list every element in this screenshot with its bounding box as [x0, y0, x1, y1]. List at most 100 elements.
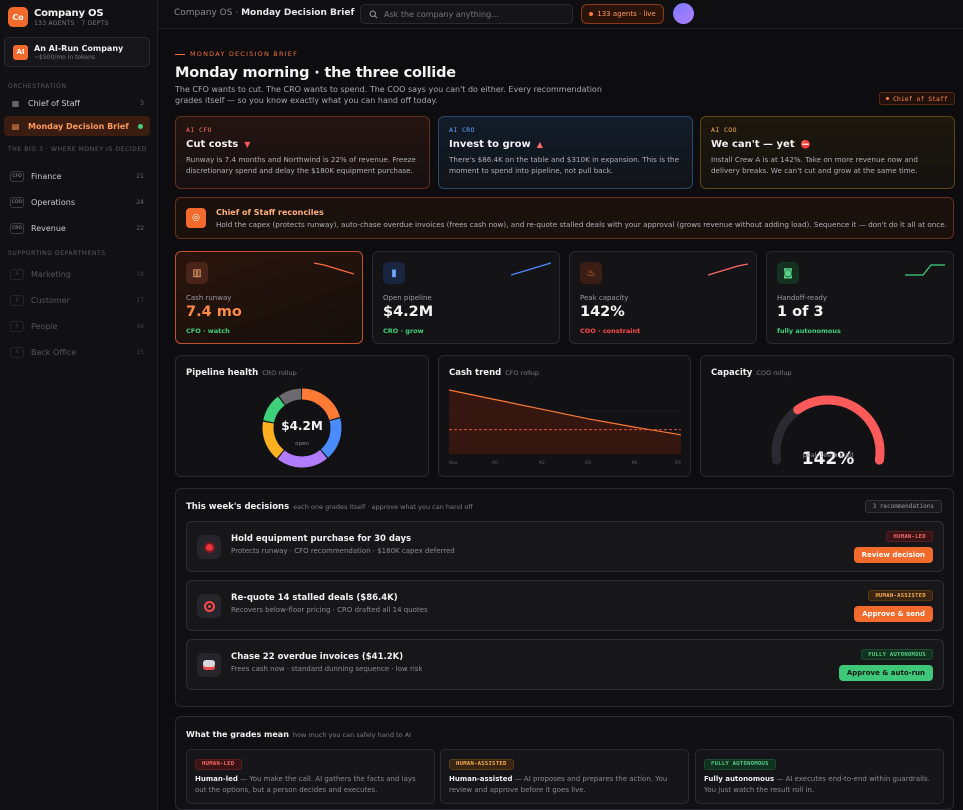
- approve-auto-run-button[interactable]: Approve & auto-run: [838, 665, 933, 681]
- grade-name: Human-led: [195, 774, 238, 783]
- brand-logo: Co: [8, 7, 28, 27]
- grade-name: Human-assisted: [449, 774, 513, 783]
- cro-tag: AI CRO: [449, 126, 475, 134]
- decisions-section: This week's decisions each one grades its…: [175, 488, 954, 707]
- sparkline-cash: [314, 262, 354, 275]
- approve-send-button[interactable]: Approve & send: [854, 606, 933, 622]
- sidebar-item-people[interactable]: S People 16: [4, 316, 150, 336]
- panel-subtitle: COO rollup: [756, 369, 792, 377]
- decision-row[interactable]: Chase 22 overdue invoices ($41.2K) Frees…: [186, 639, 944, 690]
- grade-card-human-assisted: HUMAN-ASSISTED Human-assisted — AI propo…: [440, 749, 689, 804]
- sidebar-item-marketing[interactable]: S Marketing 18: [4, 264, 150, 284]
- reconcile-body: Hold the capex (protects runway), auto-c…: [216, 219, 947, 229]
- x-tick-label: M5: [675, 460, 681, 465]
- sidebar-item-operations[interactable]: COO Operations 24: [4, 192, 150, 212]
- topbar: Company OS · Monday Decision Brief Ask t…: [158, 0, 963, 29]
- grade-badge: FULLY AUTONOMOUS: [704, 758, 776, 770]
- kpi-label: Open pipeline: [383, 294, 432, 302]
- review-decision-button[interactable]: Review decision: [853, 547, 933, 563]
- cro-title: Invest to grow: [449, 139, 531, 150]
- company-logo: AI: [13, 44, 28, 60]
- kpi-open-pipeline[interactable]: ▮ Open pipeline $4.2M CRO · grow: [372, 251, 560, 344]
- capacity-gauge: 142%: [771, 395, 885, 469]
- flame-icon: ♨: [580, 262, 602, 284]
- sparkline-pipeline: [511, 262, 551, 276]
- target-icon: [197, 594, 221, 618]
- section-support: SUPPORTING DEPARTMENTS: [8, 250, 106, 257]
- breadcrumb-root[interactable]: Company OS ·: [174, 8, 242, 18]
- dept-badge-icon: S: [10, 268, 24, 280]
- decision-title: Chase 22 overdue invoices ($41.2K): [231, 652, 404, 662]
- kpi-value: 7.4 mo: [186, 304, 242, 320]
- company-switcher[interactable]: AI An AI-Run Company ~$500/mo in tokens: [4, 37, 150, 67]
- compass-icon: ◎: [186, 208, 206, 228]
- decisions-count-badge: 3 recommendations: [864, 500, 942, 513]
- page-intro: The CFO wants to cut. The CRO wants to s…: [175, 85, 602, 105]
- reconcile-banner[interactable]: ◎ Chief of Staff reconciles Hold the cap…: [175, 197, 954, 239]
- no-entry-icon: ⛔: [800, 140, 811, 149]
- decision-title: Re-quote 14 stalled deals ($86.4K): [231, 593, 398, 603]
- sparkline-capacity: [708, 263, 748, 276]
- panel-subtitle: CFO rollup: [505, 369, 540, 377]
- down-arrow-icon: ▼: [244, 140, 251, 149]
- cro-card[interactable]: AI CRO Invest to grow ▲ There's $86.4K on…: [438, 116, 693, 189]
- cash-area: [449, 390, 681, 454]
- kpi-value: $4.2M: [383, 304, 434, 320]
- x-tick-label: Now: [449, 460, 458, 465]
- kpi-value: 142%: [580, 304, 625, 320]
- sidebar-item-label: Marketing: [31, 269, 71, 279]
- gauge-value: 142%: [802, 449, 855, 469]
- sidebar-item-count: 22: [136, 224, 144, 232]
- sidebar-item-count: 15: [136, 348, 144, 356]
- section-big3: THE BIG 3 · WHERE MONEY IS DECIDED: [8, 146, 147, 153]
- dept-badge-icon: S: [10, 294, 24, 306]
- sidebar-item-label: Back Office: [31, 347, 77, 357]
- avatar[interactable]: [673, 3, 694, 24]
- grade-badge: HUMAN-LED: [195, 758, 242, 770]
- grade-badge: HUMAN-ASSISTED: [449, 758, 514, 770]
- decision-row[interactable]: Re-quote 14 stalled deals ($86.4K) Recov…: [186, 580, 944, 631]
- grid-icon: ▦: [11, 98, 20, 108]
- grades-subtitle: how much you can safely hand to AI: [292, 731, 412, 739]
- calendar-icon: ▤: [11, 121, 20, 131]
- decision-row[interactable]: Hold equipment purchase for 30 days Prot…: [186, 521, 944, 572]
- sidebar-item-back-office[interactable]: S Back Office 15: [4, 342, 150, 362]
- sidebar-item-count: 17: [136, 296, 144, 304]
- sidebar-item-label: Operations: [31, 197, 75, 207]
- cro-body: There's $86.4K on the table and $310K in…: [449, 155, 680, 175]
- cfo-body: Runway is 7.4 months and Northwind is 22…: [186, 155, 416, 175]
- sidebar-item-customer[interactable]: S Customer 17: [4, 290, 150, 310]
- donut-segment: [262, 388, 342, 468]
- kpi-label: Cash runway: [186, 294, 232, 302]
- kpi-peak-capacity[interactable]: ♨ Peak capacity 142% COO · constraint: [569, 251, 757, 344]
- donut-center-label: open: [295, 441, 309, 447]
- sparkline-handoff: [905, 264, 945, 276]
- search-input[interactable]: Ask the company anything...: [360, 4, 573, 24]
- gauge-fill: [793, 395, 885, 465]
- sidebar-item-finance[interactable]: CFO Finance 21: [4, 166, 150, 186]
- sidebar-item-revenue[interactable]: CRO Revenue 22: [4, 218, 150, 238]
- kpi-cash-runway[interactable]: ▥ Cash runway 7.4 mo CFO · watch: [175, 251, 363, 344]
- grades-legend-section: What the grades mean how much you can saf…: [175, 716, 954, 810]
- pipeline-donut-chart: $4.2M open: [262, 388, 342, 468]
- agents-live-badge[interactable]: 133 agents · live: [581, 4, 664, 24]
- donut-center-value: $4.2M: [281, 419, 323, 433]
- live-dot-icon: [589, 12, 594, 16]
- x-tick-label: M2: [539, 460, 545, 465]
- coo-card[interactable]: AI COO We can't — yet ⛔ Install Crew A is…: [700, 116, 955, 189]
- grade-description: — You make the call. AI gathers the fact…: [195, 774, 416, 794]
- brand[interactable]: Co Company OS 133 AGENTS · 7 DEPTS: [8, 7, 109, 27]
- sidebar-item-label: Finance: [31, 171, 62, 181]
- coo-body: Install Crew A is at 142%. Take on more …: [711, 155, 918, 175]
- breadcrumb: Company OS · Monday Decision Brief: [174, 8, 354, 18]
- search-icon: [369, 10, 378, 18]
- cfo-badge-icon: CFO: [10, 170, 24, 182]
- kpi-label: Handoff-ready: [777, 294, 827, 302]
- kpi-handoff-ready[interactable]: ◙ Handoff-ready 1 of 3 fully autonomous: [766, 251, 954, 344]
- sidebar-item-chief-of-staff[interactable]: ▦ Chief of Staff 3: [4, 93, 150, 113]
- chief-of-staff-tag[interactable]: Chief of Staff: [879, 92, 955, 105]
- reconcile-title: Chief of Staff reconciles: [216, 207, 324, 217]
- cfo-card[interactable]: AI CFO Cut costs ▼ Runway is 7.4 months a…: [175, 116, 430, 189]
- sidebar-item-monday-brief[interactable]: ▤ Monday Decision Brief: [4, 116, 150, 136]
- grade-badge: FULLY AUTONOMOUS: [861, 649, 933, 660]
